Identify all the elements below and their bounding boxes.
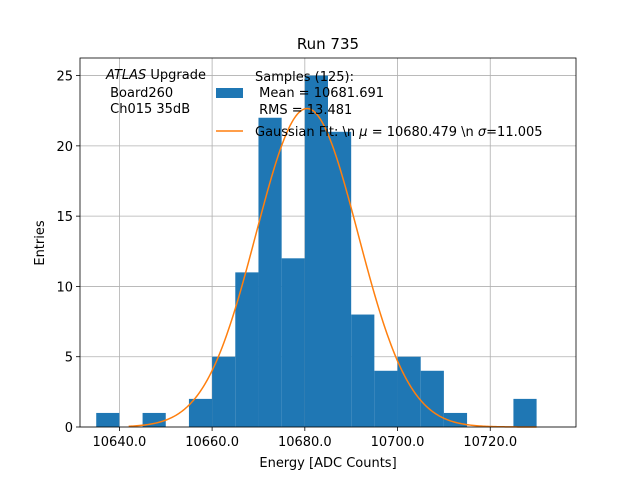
histogram-bar bbox=[328, 131, 352, 428]
histogram-bars bbox=[96, 75, 537, 428]
y-axis-label: Entries bbox=[33, 220, 48, 266]
y-tick-label: 10 bbox=[56, 280, 73, 295]
y-tick-label: 15 bbox=[56, 210, 73, 225]
legend-fit-label: Gaussian Fit: \n μ = 10680.479 \n σ=11.0… bbox=[255, 125, 543, 140]
atlas-label: ATLAS bbox=[105, 68, 146, 83]
legend-hist-line3: RMS = 13.481 bbox=[255, 103, 352, 118]
histogram-bar bbox=[374, 370, 398, 427]
x-tick-label: 10680.0 bbox=[278, 435, 332, 450]
histogram-bar bbox=[188, 398, 213, 427]
histogram-bar bbox=[142, 412, 166, 427]
x-tick-label: 10720.0 bbox=[463, 435, 517, 450]
board-label: Board260 bbox=[106, 86, 173, 101]
y-tick-label: 0 bbox=[65, 421, 73, 436]
y-tick-label: 20 bbox=[56, 140, 73, 155]
channel-label: Ch015 35dB bbox=[106, 102, 190, 117]
chart-title: Run 735 bbox=[297, 35, 359, 53]
x-tick-label: 10660.0 bbox=[185, 435, 239, 450]
legend-hist-line1: Samples (125): bbox=[255, 70, 354, 85]
legend: Samples (125): Mean = 10681.691 RMS = 13… bbox=[216, 70, 543, 140]
histogram-bar bbox=[212, 356, 236, 427]
x-tick-label: 10640.0 bbox=[93, 435, 147, 450]
histogram-bar bbox=[513, 398, 537, 427]
histogram-bar bbox=[281, 258, 305, 427]
histogram-bar bbox=[304, 75, 328, 428]
plot-frame bbox=[79, 57, 577, 428]
legend-hist-swatch bbox=[216, 88, 243, 98]
x-axis-label: Energy [ADC Counts] bbox=[259, 456, 396, 471]
histogram-bar bbox=[258, 117, 282, 427]
y-axis-ticks: 0 5 10 15 20 25 bbox=[56, 70, 80, 436]
atlas-annotation: ATLAS Upgrade Board260 Ch015 35dB bbox=[105, 68, 206, 117]
legend-hist-line2: Mean = 10681.691 bbox=[255, 86, 384, 101]
histogram-bar bbox=[96, 412, 120, 427]
atlas-line: ATLAS Upgrade bbox=[105, 68, 206, 83]
y-tick-label: 5 bbox=[65, 351, 73, 366]
histogram-bar bbox=[235, 272, 259, 427]
x-tick-label: 10700.0 bbox=[371, 435, 425, 450]
upgrade-label: Upgrade bbox=[146, 68, 206, 83]
histogram-bar bbox=[420, 370, 444, 427]
histogram-bar bbox=[351, 314, 375, 427]
gaussian-fit-curve bbox=[128, 107, 537, 428]
y-tick-label: 25 bbox=[56, 70, 73, 85]
x-axis-ticks: 10640.0 10660.0 10680.0 10700.0 10720.0 bbox=[93, 427, 517, 450]
